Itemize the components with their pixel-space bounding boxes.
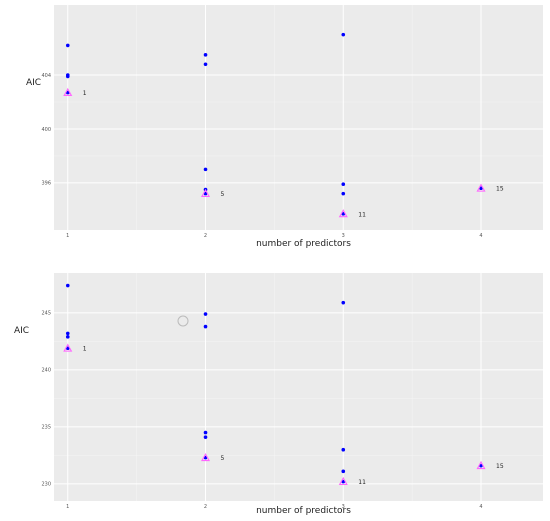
plot-background: [54, 5, 543, 230]
y-tick-label: 235: [41, 425, 51, 431]
x-axis-label: number of predictors: [256, 506, 351, 516]
y-tick-label: 245: [41, 311, 51, 317]
data-point: [203, 62, 208, 67]
best-model-label: 1: [83, 90, 87, 97]
best-model-label: 11: [358, 211, 366, 218]
best-model-marker: [338, 476, 348, 486]
best-model-marker: [200, 452, 211, 462]
x-axis-label: number of predictors: [256, 239, 351, 249]
y-tick-label: 400: [41, 127, 51, 133]
data-point: [203, 435, 208, 439]
x-tick-label: 3: [342, 504, 345, 510]
data-point: [341, 469, 346, 474]
y-axis-label: AIC: [14, 326, 29, 336]
x-tick-label: 4: [479, 233, 482, 239]
data-point: [203, 324, 208, 329]
best-model-marker: [63, 343, 73, 352]
data-point: [65, 43, 70, 48]
x-tick-label: 3: [342, 233, 345, 239]
best-model-marker: [63, 87, 73, 97]
plot-background: [54, 273, 543, 501]
x-tick-labels: 1 2 3 4: [66, 504, 482, 510]
data-point: [65, 335, 70, 339]
data-point: [65, 331, 70, 336]
data-point: [203, 430, 208, 435]
x-tick-label: 2: [204, 233, 207, 239]
y-tick-label: 396: [41, 181, 51, 187]
y-tick-labels: 230 235 240 245: [41, 311, 51, 488]
data-point: [341, 32, 346, 37]
best-model-label: 11: [358, 479, 366, 486]
data-point: [203, 53, 208, 57]
best-model-marker: [338, 209, 348, 218]
x-tick-label: 1: [66, 233, 69, 239]
data-point: [341, 182, 346, 186]
best-model-marker: [476, 183, 486, 192]
y-tick-labels: 396 400 404: [41, 73, 51, 187]
gridlines: [54, 5, 543, 230]
best-model-label: 15: [496, 463, 504, 470]
data-point: [203, 312, 208, 316]
best-model-label: 5: [221, 455, 225, 462]
y-tick-label: 230: [41, 482, 51, 488]
data-point: [203, 167, 208, 172]
data-point: [341, 191, 346, 196]
gridlines: [54, 273, 543, 501]
best-model-label: 5: [221, 191, 225, 198]
best-model-marker: [200, 188, 211, 198]
data-point: [65, 283, 70, 288]
data-point: [65, 74, 70, 79]
x-tick-labels: 1 2 3 4: [66, 233, 482, 239]
x-tick-label: 4: [479, 504, 482, 510]
best-model-label: 1: [83, 346, 87, 353]
x-tick-label: 1: [66, 504, 69, 510]
y-tick-label: 240: [41, 368, 51, 374]
data-point: [341, 447, 346, 452]
y-tick-label: 404: [41, 73, 51, 79]
best-model-marker: [476, 460, 486, 470]
cursor-ring-icon: [177, 315, 189, 327]
best-model-label: 15: [496, 186, 504, 193]
data-point: [341, 300, 346, 305]
x-tick-label: 2: [204, 504, 207, 510]
y-axis-label: AIC: [26, 78, 41, 88]
